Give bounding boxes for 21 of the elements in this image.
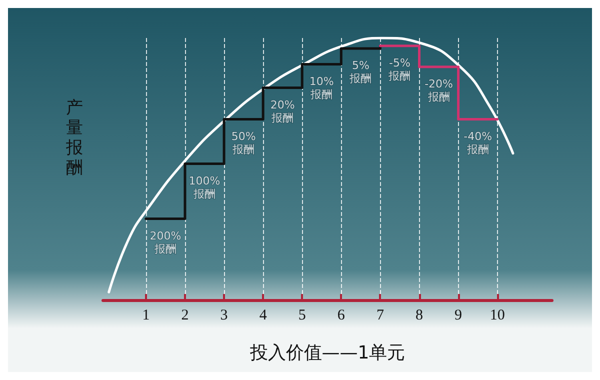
- x-axis-title: 投入价值——1单元: [248, 342, 406, 364]
- annotation: 50% 报酬: [231, 130, 256, 156]
- x-tick-label: 6: [337, 308, 346, 324]
- x-tick-label: 8: [416, 308, 423, 324]
- x-tick-label: 10: [490, 308, 505, 324]
- x-tick-label: 9: [454, 308, 462, 324]
- x-tick-label: 5: [298, 308, 306, 324]
- annotation: 100% 报酬: [188, 174, 220, 200]
- annotation: -20% 报酬: [424, 77, 453, 104]
- x-tick-label: 3: [220, 308, 228, 324]
- annotation: 200% 报酬: [150, 229, 182, 256]
- annotation: 20% 报酬: [270, 98, 295, 124]
- y-axis-title: 产量报酬: [65, 98, 83, 178]
- x-tick-label: 7: [376, 308, 384, 324]
- annotation: -40% 报酬: [464, 130, 492, 156]
- x-tick-label: 4: [259, 308, 268, 324]
- x-tick-label: 2: [181, 308, 189, 324]
- annotation: -5% 报酬: [388, 56, 411, 82]
- annotation: 10% 报酬: [309, 74, 334, 101]
- annotation: 5% 报酬: [348, 59, 372, 86]
- x-tick-label: 1: [142, 308, 150, 324]
